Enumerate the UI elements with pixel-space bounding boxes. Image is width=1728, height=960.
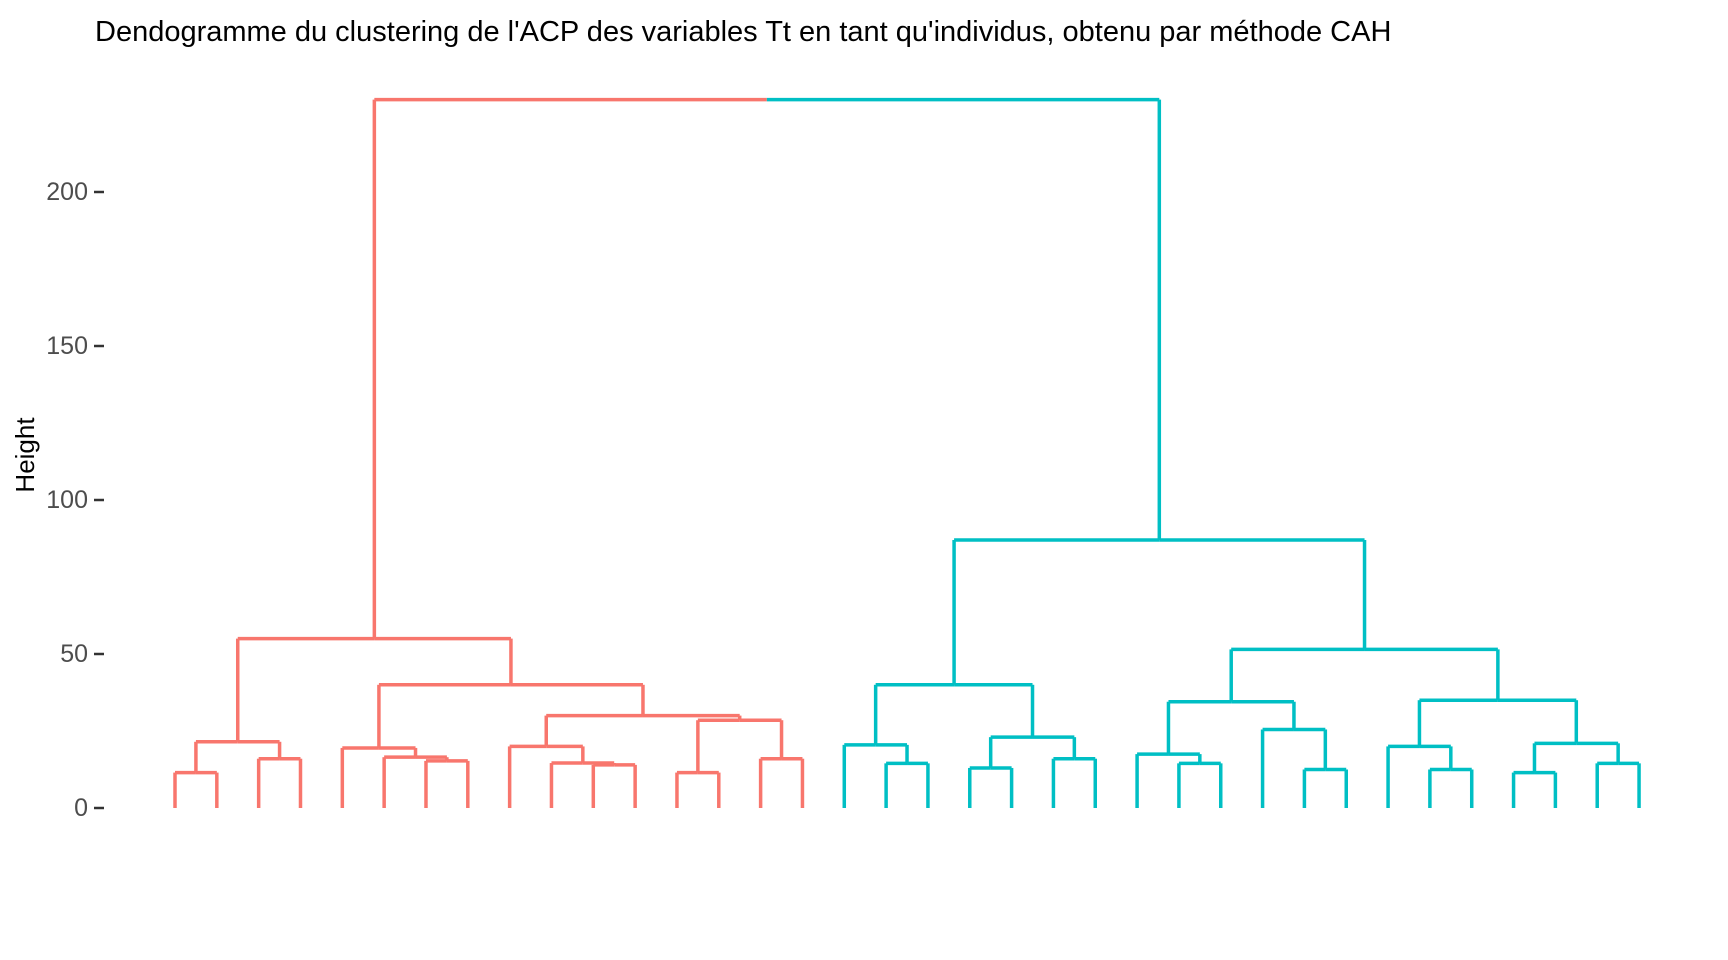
y-tick-label: 50 <box>60 640 88 668</box>
y-tick-label: 100 <box>46 486 88 514</box>
dendrogram-tree <box>173 97 1641 808</box>
y-tick-label: 200 <box>46 178 88 206</box>
y-tick-label: 0 <box>74 794 88 822</box>
chart-title: Dendogramme du clustering de l'ACP des v… <box>95 16 1391 48</box>
y-axis-title: Height <box>10 417 40 493</box>
y-tick-label: 150 <box>46 332 88 360</box>
y-axis: 0 50 100 150 200 <box>46 178 104 822</box>
